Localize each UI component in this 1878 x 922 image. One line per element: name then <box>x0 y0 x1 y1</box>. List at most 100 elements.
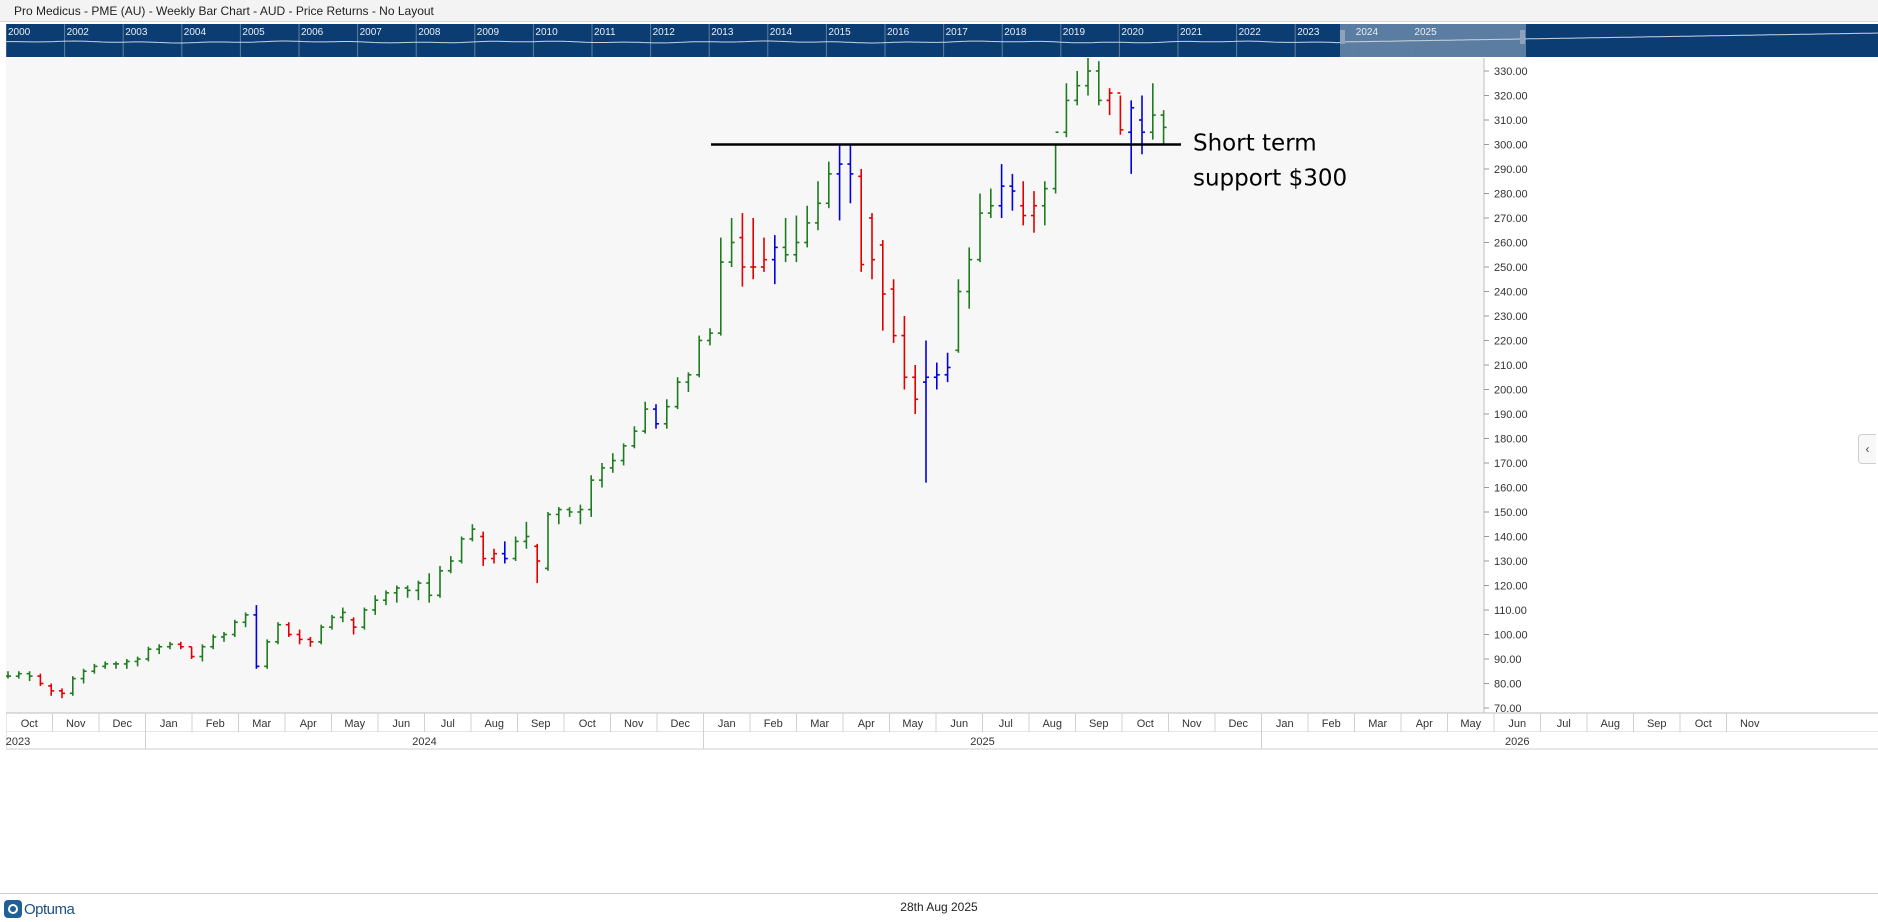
ohlc-bar <box>599 463 605 488</box>
y-tick-label: 230.00 <box>1494 311 1528 323</box>
ohlc-bar <box>437 565 443 598</box>
chevron-left-icon[interactable]: ‹ <box>1858 434 1876 464</box>
ohlc-bar <box>80 668 87 684</box>
overview-year-label: 2012 <box>653 27 676 38</box>
overview-year-label: 2007 <box>360 27 383 38</box>
x-month-label: Feb <box>206 718 225 730</box>
ohlc-bar <box>123 659 130 669</box>
ohlc-bar <box>717 237 724 336</box>
ohlc-bar <box>1085 58 1091 96</box>
x-month-label: Aug <box>1600 718 1620 730</box>
y-tick-label: 140.00 <box>1494 532 1528 544</box>
ohlc-bar <box>1052 131 1059 194</box>
x-month-label: Sep <box>1647 718 1667 730</box>
ohlc-bar <box>167 641 173 650</box>
x-month-label: Jul <box>441 718 455 730</box>
overview-year-label: 2013 <box>711 27 734 38</box>
ohlc-bar <box>15 671 22 679</box>
ohlc-bar <box>707 328 713 346</box>
ohlc-bar <box>102 661 109 669</box>
x-month-label: Mar <box>252 718 271 730</box>
ohlc-bar <box>199 644 206 662</box>
x-month-label: Jun <box>392 718 410 730</box>
x-month-label: Dec <box>1228 718 1248 730</box>
overview-year-label: 2002 <box>67 27 90 38</box>
overview-year-label: 2005 <box>242 27 265 38</box>
ohlc-bar <box>804 205 811 248</box>
y-tick-label: 180.00 <box>1494 434 1528 446</box>
x-month-label: Sep <box>531 718 551 730</box>
ohlc-bar <box>318 624 325 645</box>
ohlc-bar <box>285 622 292 637</box>
ohlc-bar <box>545 512 551 571</box>
overview-year-label: 2018 <box>1004 27 1027 38</box>
ohlc-bar <box>696 335 703 378</box>
ohlc-bar <box>145 646 152 662</box>
ohlc-bar <box>631 426 638 449</box>
ohlc-bar <box>69 676 76 696</box>
optuma-logo: Optuma <box>4 899 75 919</box>
y-tick-label: 260.00 <box>1494 238 1528 250</box>
y-tick-label: 330.00 <box>1494 66 1528 78</box>
ohlc-bar <box>242 612 249 628</box>
ohlc-bar <box>177 641 184 650</box>
overview-background <box>6 24 1878 57</box>
x-month-label: Oct <box>1695 718 1712 730</box>
overview-year-label: 2025 <box>1414 27 1437 38</box>
ohlc-bar <box>264 639 271 669</box>
overview-right-handle[interactable] <box>1520 30 1525 44</box>
ohlc-bar <box>739 213 746 287</box>
y-tick-label: 170.00 <box>1494 458 1528 470</box>
ohlc-bar <box>339 607 346 623</box>
ohlc-bar <box>1009 173 1016 211</box>
ohlc-bar <box>361 607 368 630</box>
overview-year-label: 2003 <box>125 27 148 38</box>
ohlc-bar <box>955 279 962 353</box>
overview-year-label: 2023 <box>1297 27 1320 38</box>
ohlc-bar <box>620 443 627 466</box>
overview-year-label: 2010 <box>535 27 558 38</box>
ohlc-bar <box>685 372 692 392</box>
ohlc-bar <box>221 632 227 642</box>
ohlc-bar <box>253 605 260 669</box>
ohlc-bar <box>134 656 141 667</box>
ohlc-bar <box>998 164 1005 218</box>
overview-navigator[interactable]: 2000 2002 2003 2004 2005 2006 2007 2008 2009 2010… <box>6 24 1878 57</box>
ohlc-bar <box>156 644 163 655</box>
overview-year-label: 2015 <box>828 27 851 38</box>
y-tick-label: 70.00 <box>1494 703 1522 715</box>
plot-area <box>6 58 1484 713</box>
overview-left-handle[interactable] <box>1340 30 1345 44</box>
ohlc-bar <box>761 237 767 272</box>
ohlc-bar <box>1063 83 1070 138</box>
overview-year-label: 2008 <box>418 27 441 38</box>
x-month-label: May <box>902 718 923 730</box>
price-chart[interactable]: 330.00 320.00 310.00 300.00 290.00 280.00 270.… <box>6 58 1878 894</box>
ohlc-bar <box>566 507 573 517</box>
ohlc-bar <box>26 671 33 682</box>
annotation-line-2: support $300 <box>1193 166 1347 192</box>
y-tick-label: 240.00 <box>1494 287 1528 299</box>
overview-year-label: 2004 <box>184 27 207 38</box>
y-tick-label: 130.00 <box>1494 556 1528 568</box>
y-tick-label: 190.00 <box>1494 409 1528 421</box>
x-month-label: Feb <box>764 718 783 730</box>
x-year-label: 2023 <box>6 736 30 748</box>
cursor-date: 28th Aug 2025 <box>900 900 978 914</box>
ohlc-bar <box>653 404 659 429</box>
x-month-label: Oct <box>579 718 596 730</box>
ohlc-bar <box>642 401 649 434</box>
ohlc-bar <box>415 580 422 601</box>
ohlc-bar <box>750 218 757 280</box>
y-tick-label: 90.00 <box>1494 654 1522 666</box>
ohlc-bar <box>512 536 519 561</box>
footer-bar: Optuma 28th Aug 2025 <box>0 893 1878 922</box>
x-month-label: Jun <box>950 718 968 730</box>
ohlc-bar <box>858 169 865 272</box>
y-tick-label: 280.00 <box>1494 189 1528 201</box>
ohlc-bar <box>674 377 681 410</box>
y-tick-label: 150.00 <box>1494 507 1528 519</box>
x-month-label: Nov <box>1182 718 1202 730</box>
x-month-label: Apr <box>1416 718 1433 730</box>
y-tick-label: 250.00 <box>1494 262 1528 274</box>
